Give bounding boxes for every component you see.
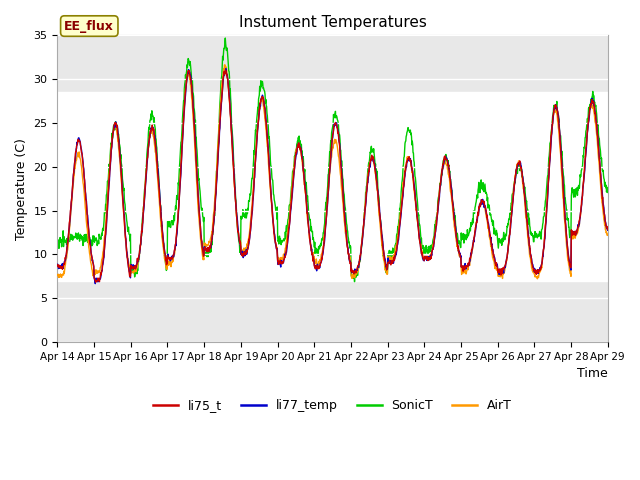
li75_t bbox=[419, 253, 426, 259]
AirT bbox=[221, 62, 228, 68]
li77_temp bbox=[491, 254, 499, 260]
AirT bbox=[534, 276, 541, 282]
Line: li77_temp: li77_temp bbox=[58, 69, 608, 284]
AirT bbox=[54, 272, 61, 278]
AirT bbox=[419, 251, 426, 256]
li75_t bbox=[540, 250, 547, 255]
SonicT bbox=[540, 220, 547, 226]
li77_temp bbox=[92, 281, 99, 287]
li75_t bbox=[92, 279, 99, 285]
Legend: li75_t, li77_temp, SonicT, AirT: li75_t, li77_temp, SonicT, AirT bbox=[148, 394, 517, 417]
SonicT bbox=[176, 160, 184, 166]
li75_t bbox=[238, 251, 246, 256]
li77_temp bbox=[163, 261, 171, 266]
li77_temp bbox=[540, 253, 547, 259]
AirT bbox=[238, 249, 246, 254]
Text: EE_flux: EE_flux bbox=[65, 20, 114, 33]
li75_t bbox=[163, 261, 171, 266]
SonicT bbox=[54, 244, 61, 250]
li75_t bbox=[222, 67, 230, 73]
Title: Instument Temperatures: Instument Temperatures bbox=[239, 15, 426, 30]
li77_temp bbox=[54, 262, 61, 267]
li75_t bbox=[491, 256, 499, 262]
SonicT bbox=[163, 267, 170, 273]
Line: SonicT: SonicT bbox=[58, 38, 608, 282]
SonicT bbox=[491, 226, 499, 231]
SonicT bbox=[351, 279, 358, 285]
li75_t bbox=[176, 178, 184, 184]
Bar bbox=[58, 92, 608, 281]
SonicT bbox=[221, 35, 229, 41]
AirT bbox=[604, 231, 612, 237]
li77_temp bbox=[604, 228, 612, 233]
SonicT bbox=[419, 245, 426, 251]
Line: AirT: AirT bbox=[58, 65, 608, 279]
SonicT bbox=[604, 190, 612, 195]
AirT bbox=[163, 265, 170, 271]
Line: li75_t: li75_t bbox=[58, 70, 608, 282]
li77_temp bbox=[238, 251, 246, 256]
AirT bbox=[540, 252, 547, 258]
Y-axis label: Temperature (C): Temperature (C) bbox=[15, 138, 28, 240]
li77_temp bbox=[419, 255, 426, 261]
SonicT bbox=[238, 216, 246, 222]
li77_temp bbox=[176, 181, 184, 187]
AirT bbox=[176, 182, 184, 188]
li75_t bbox=[54, 262, 61, 268]
li77_temp bbox=[222, 66, 230, 72]
AirT bbox=[490, 259, 498, 264]
li75_t bbox=[604, 227, 612, 232]
X-axis label: Time: Time bbox=[577, 367, 608, 380]
